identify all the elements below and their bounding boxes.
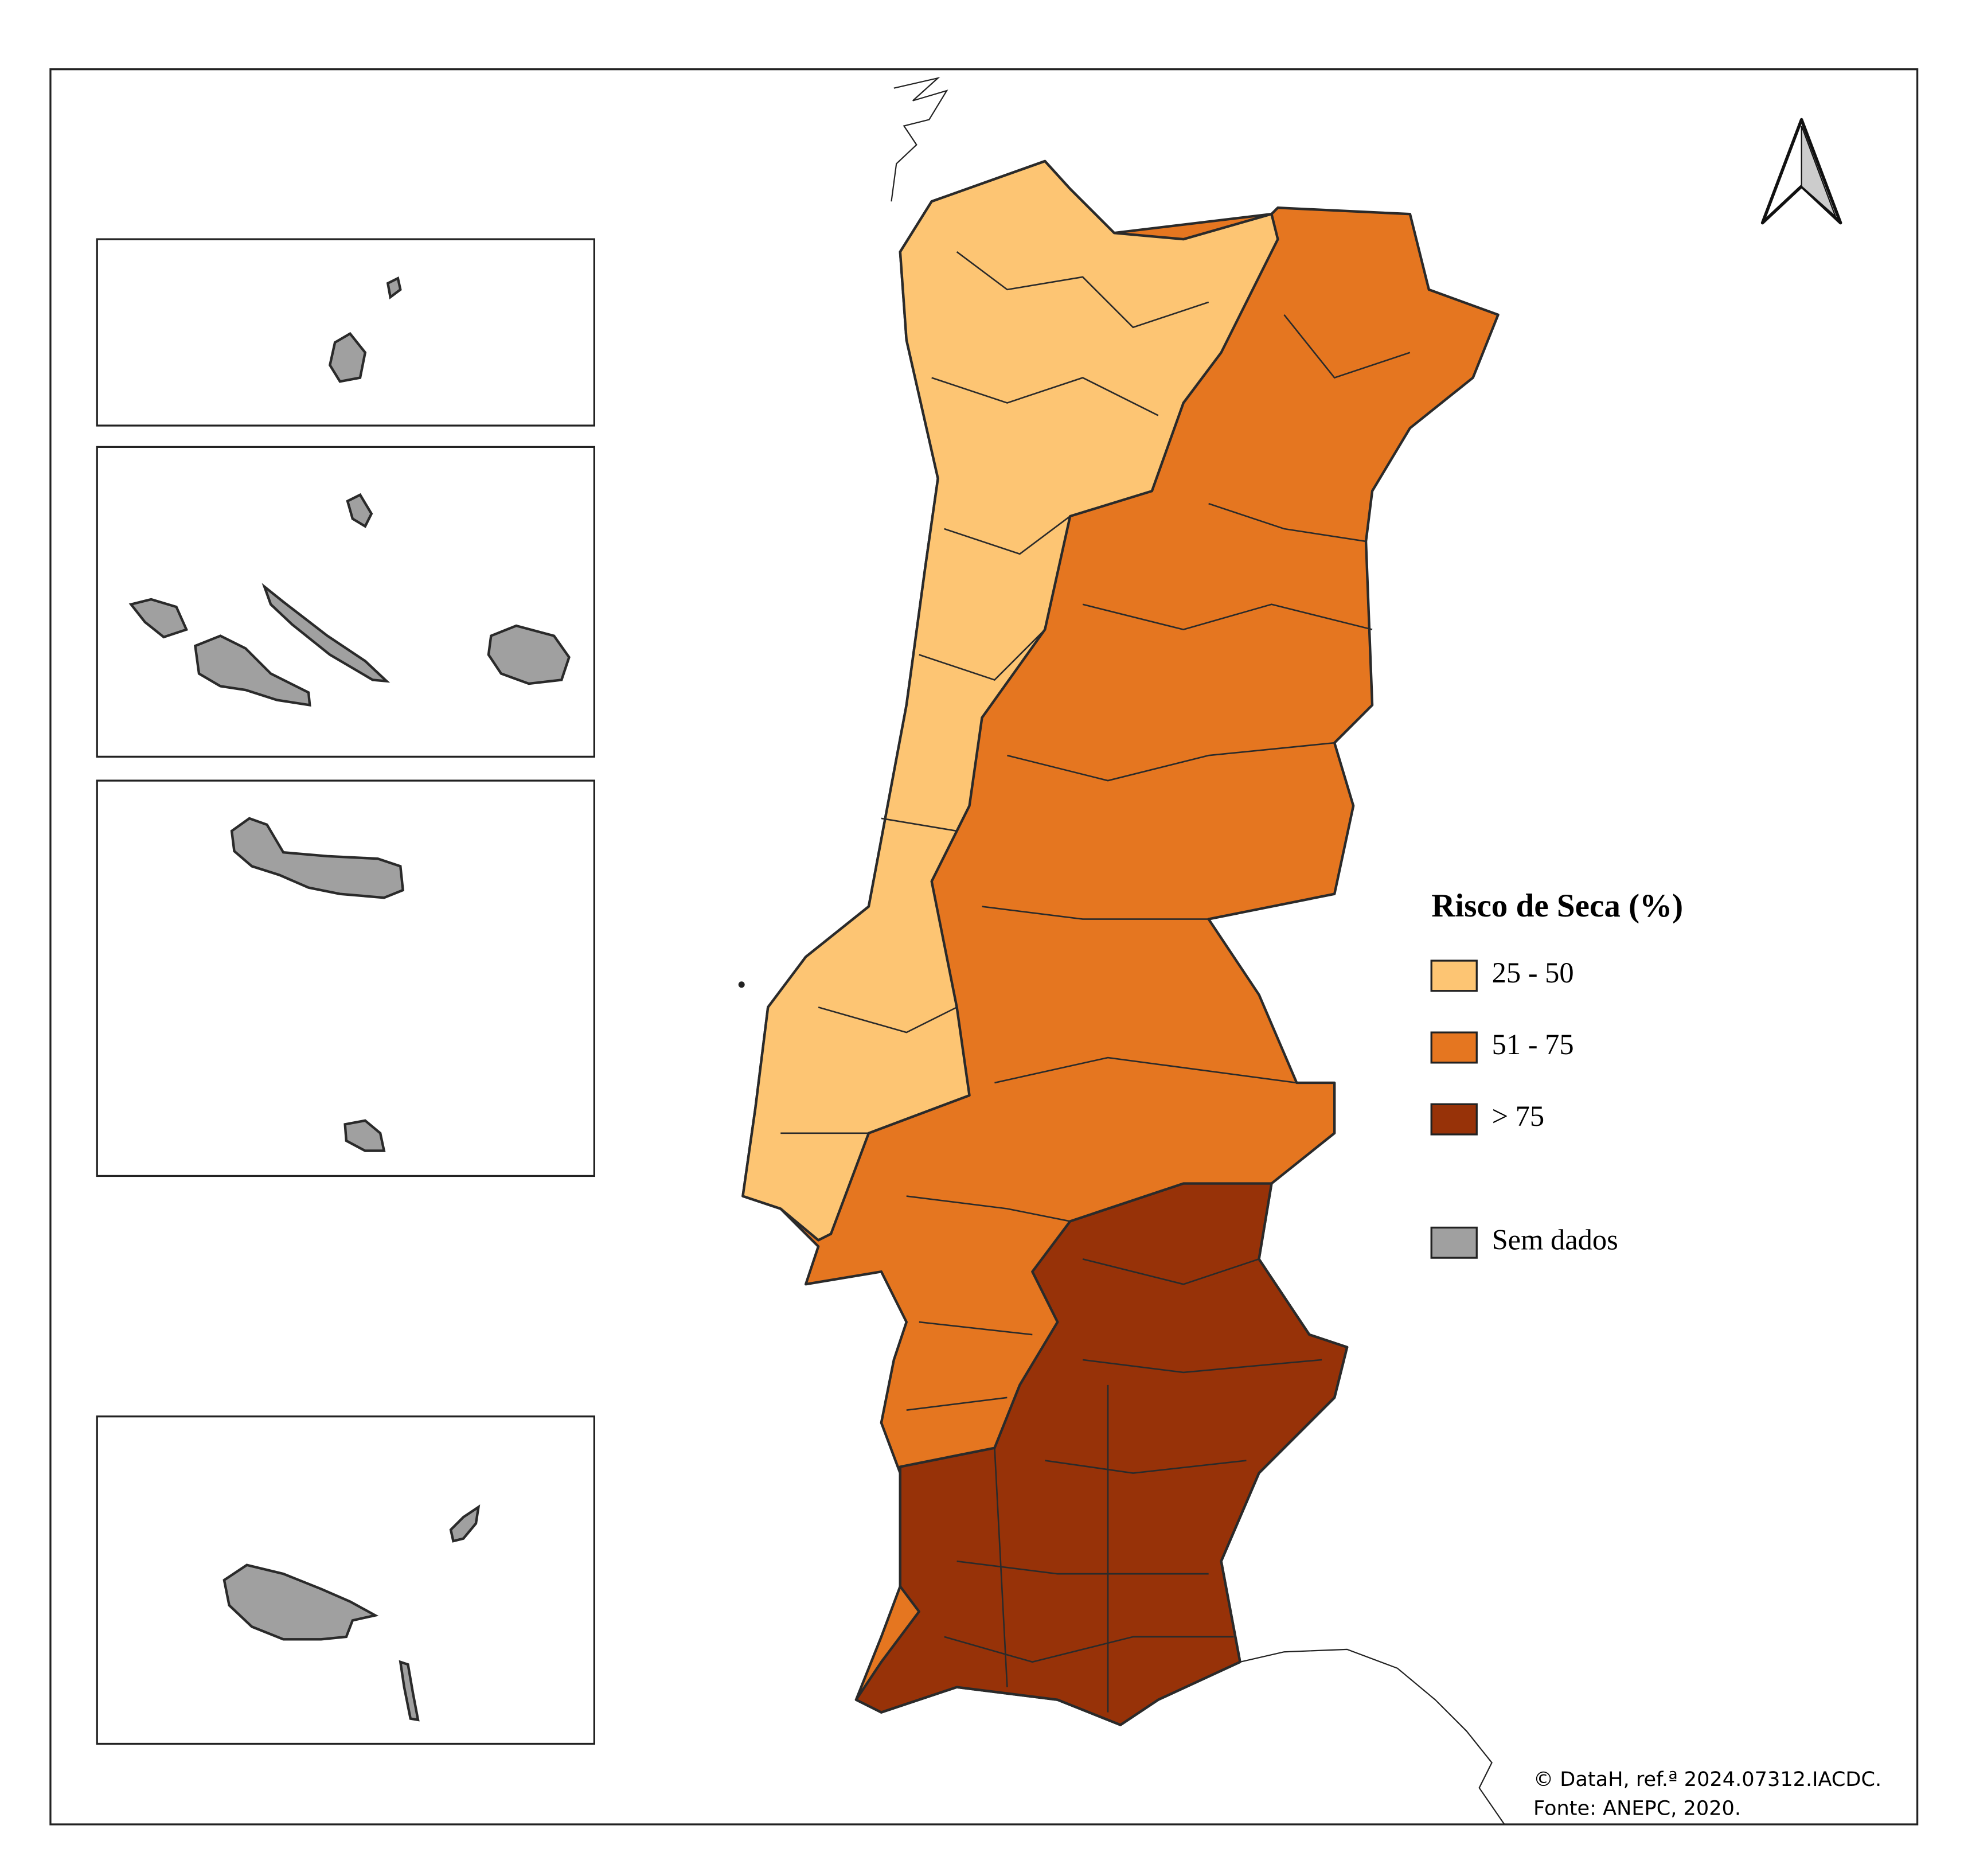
island [386, 276, 402, 299]
island [230, 817, 405, 899]
inset-eastern-azores [96, 779, 595, 1177]
island [261, 583, 391, 683]
inset-frame [96, 1415, 595, 1745]
island [222, 1563, 379, 1641]
region-low [741, 159, 1279, 1242]
island [343, 1119, 386, 1152]
island [346, 493, 373, 528]
island [487, 624, 571, 685]
north-arrow [1760, 118, 1842, 225]
island [399, 1660, 420, 1722]
region-high [854, 1182, 1349, 1726]
legend-label: Sem dados [1492, 1223, 1618, 1255]
frame [49, 68, 1919, 1826]
legend-swatch [1430, 1226, 1478, 1259]
legend-label: 51 - 75 [1492, 1028, 1574, 1060]
north-arrow-shade [1801, 126, 1836, 217]
inset-central-azores [96, 446, 595, 758]
legend-swatch [1430, 1103, 1478, 1136]
inset-frame [96, 238, 595, 427]
municipality-borders [780, 251, 1411, 1713]
inset-madeira [96, 1415, 595, 1745]
inset-western-azores [96, 238, 595, 427]
island [194, 634, 311, 707]
legend-swatch [1430, 1031, 1478, 1064]
legend-swatch [1430, 960, 1478, 992]
credit: Fonte: ANEPC, 2020. [1533, 1797, 1741, 1820]
legend-title: Risco de Seca (%) [1431, 888, 1683, 924]
island [128, 598, 189, 639]
island [449, 1504, 481, 1543]
island [328, 331, 367, 383]
inset-frame [96, 446, 595, 758]
inset-frame [96, 779, 595, 1177]
islet [738, 981, 745, 988]
coastline [891, 77, 948, 202]
mainland [738, 159, 1500, 1726]
legend: Risco de Seca (%) 25 - 50 51 - 75 > 75 Sem … [1430, 888, 1683, 1259]
coastline [1240, 1648, 1505, 1825]
legend-label: > 75 [1492, 1100, 1545, 1132]
legend-label: 25 - 50 [1492, 957, 1574, 989]
credit: © DataH, ref.ª 2024.07312.IACDC. [1533, 1768, 1881, 1791]
